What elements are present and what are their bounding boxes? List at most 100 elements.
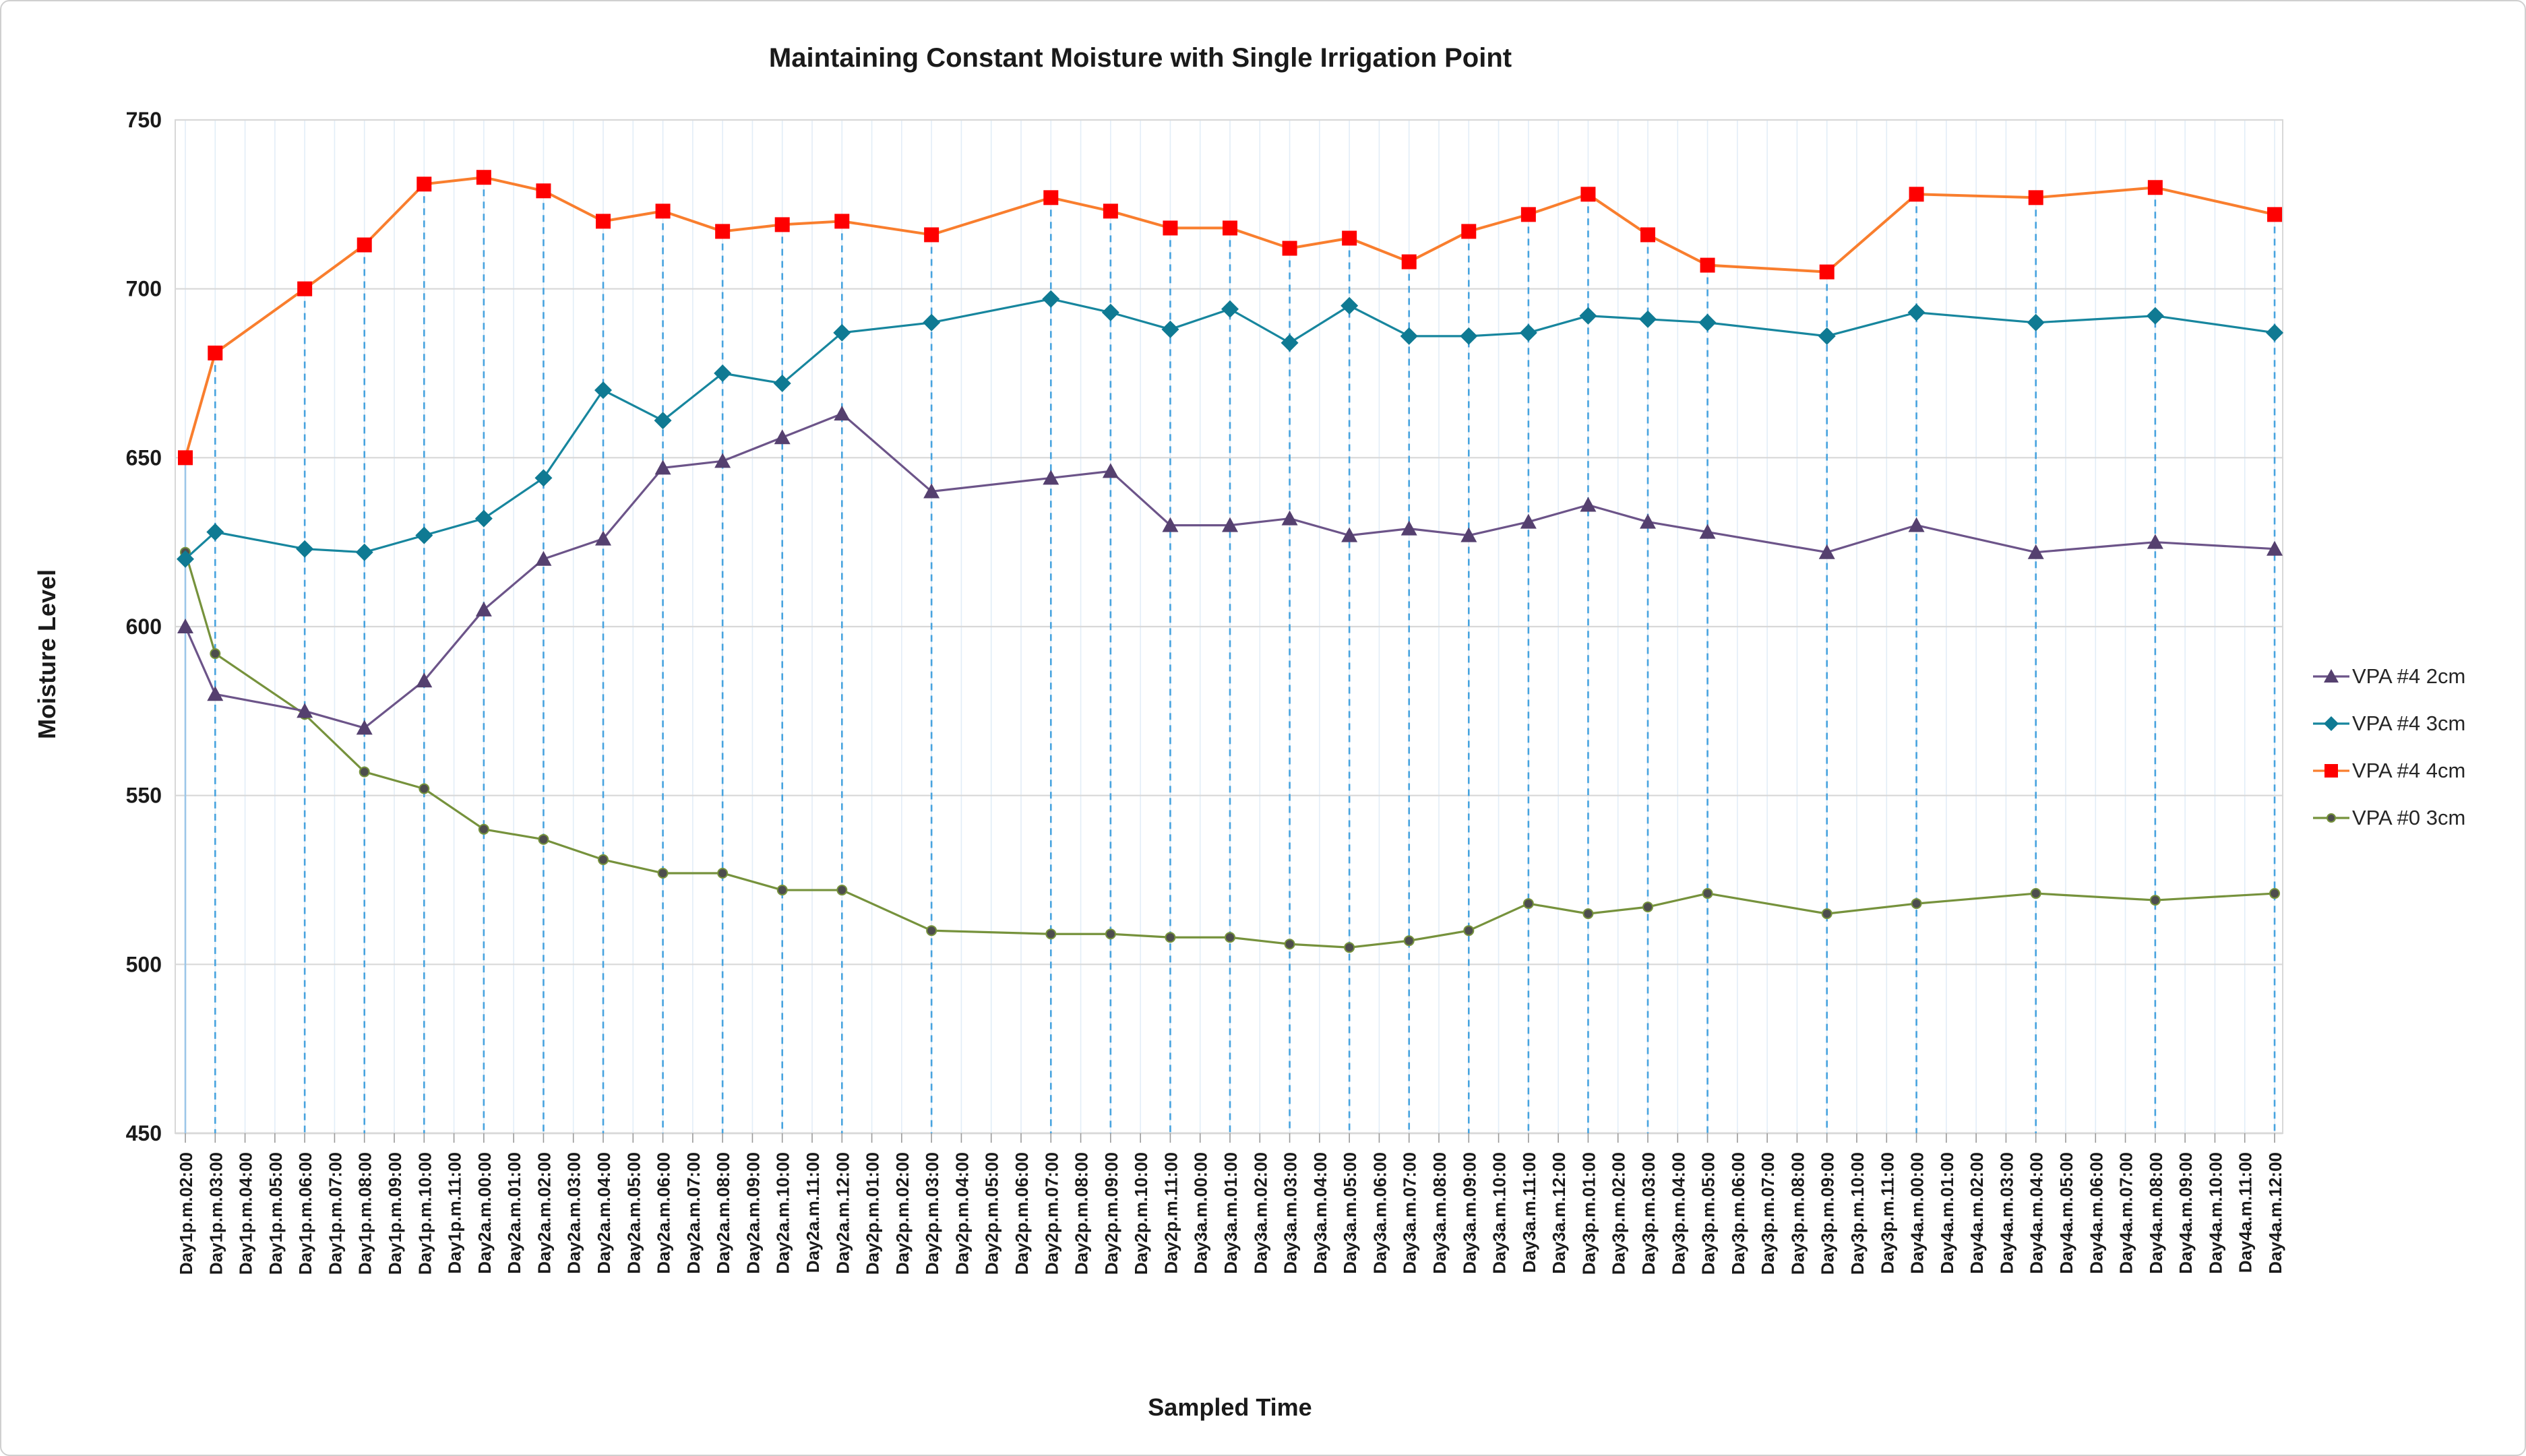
- svg-text:Day3a.m.04:00: Day3a.m.04:00: [1310, 1152, 1330, 1274]
- svg-text:Day3a.m.07:00: Day3a.m.07:00: [1400, 1152, 1420, 1274]
- svg-text:Day4a.m.01:00: Day4a.m.01:00: [1937, 1152, 1957, 1274]
- svg-text:Day3a.m.00:00: Day3a.m.00:00: [1191, 1152, 1211, 1274]
- svg-text:Day3a.m.08:00: Day3a.m.08:00: [1429, 1152, 1450, 1274]
- svg-text:650: 650: [126, 445, 162, 470]
- svg-text:Day2a.m.11:00: Day2a.m.11:00: [803, 1152, 823, 1273]
- svg-text:Day2a.m.10:00: Day2a.m.10:00: [773, 1152, 793, 1274]
- svg-text:Day4a.m.02:00: Day4a.m.02:00: [1967, 1152, 1987, 1274]
- x-axis-tick-labels: Day1p.m.02:00 Day1p.m.03:00 Day1p.m.04:00 D…: [176, 1152, 2285, 1275]
- svg-text:450: 450: [126, 1121, 162, 1145]
- svg-text:Day2p.m.10:00: Day2p.m.10:00: [1131, 1152, 1151, 1275]
- svg-text:Day2p.m.09:00: Day2p.m.09:00: [1101, 1152, 1121, 1275]
- svg-text:Day2p.m.06:00: Day2p.m.06:00: [1012, 1152, 1032, 1275]
- svg-text:Day2a.m.02:00: Day2a.m.02:00: [534, 1152, 554, 1274]
- svg-text:Day3a.m.06:00: Day3a.m.06:00: [1369, 1152, 1390, 1274]
- svg-text:Day3a.m.12:00: Day3a.m.12:00: [1549, 1152, 1569, 1274]
- x-axis-title: Sampled Time: [1148, 1393, 1312, 1421]
- legend-label: VPA #0 3cm: [2352, 806, 2466, 829]
- legend-label: VPA #4 4cm: [2352, 759, 2466, 782]
- svg-text:Day2p.m.02:00: Day2p.m.02:00: [892, 1152, 913, 1275]
- svg-text:750: 750: [126, 108, 162, 132]
- legend-label: VPA #4 3cm: [2352, 711, 2466, 735]
- svg-text:500: 500: [126, 952, 162, 976]
- svg-text:Day3p.m.11:00: Day3p.m.11:00: [1877, 1152, 1897, 1274]
- svg-text:Day4a.m.03:00: Day4a.m.03:00: [1996, 1152, 2016, 1274]
- svg-text:Day3a.m.03:00: Day3a.m.03:00: [1281, 1152, 1301, 1274]
- legend-item-vpa0-3cm: VPA #0 3cm: [2312, 806, 2465, 830]
- svg-text:Day2a.m.12:00: Day2a.m.12:00: [832, 1152, 853, 1274]
- svg-text:Day2p.m.07:00: Day2p.m.07:00: [1041, 1152, 1061, 1275]
- svg-text:Day3a.m.01:00: Day3a.m.01:00: [1221, 1152, 1241, 1274]
- legend-item-vpa4-3cm: VPA #4 3cm: [2312, 711, 2465, 736]
- svg-text:600: 600: [126, 614, 162, 639]
- svg-text:Day3a.m.05:00: Day3a.m.05:00: [1340, 1152, 1360, 1274]
- circle-marker-icon: [2312, 806, 2351, 829]
- chart-title: Maintaining Constant Moisture with Singl…: [768, 43, 1512, 73]
- svg-text:Day3p.m.06:00: Day3p.m.06:00: [1728, 1152, 1748, 1275]
- legend-item-vpa4-2cm: VPA #4 2cm: [2312, 664, 2465, 689]
- svg-text:Day1p.m.02:00: Day1p.m.02:00: [176, 1152, 196, 1275]
- series-vpa-4-2cm: [177, 406, 2283, 735]
- svg-text:Day2p.m.04:00: Day2p.m.04:00: [952, 1152, 972, 1275]
- svg-text:Day4a.m.06:00: Day4a.m.06:00: [2086, 1152, 2106, 1274]
- svg-text:Day2a.m.08:00: Day2a.m.08:00: [713, 1152, 733, 1274]
- svg-text:Day2p.m.01:00: Day2p.m.01:00: [863, 1152, 883, 1275]
- svg-text:Day4a.m.07:00: Day4a.m.07:00: [2116, 1152, 2136, 1274]
- svg-text:Day4a.m.08:00: Day4a.m.08:00: [2146, 1152, 2166, 1274]
- svg-text:Day2p.m.05:00: Day2p.m.05:00: [982, 1152, 1002, 1275]
- svg-text:Day3p.m.02:00: Day3p.m.02:00: [1609, 1152, 1629, 1275]
- svg-text:700: 700: [126, 277, 162, 301]
- legend-label: VPA #4 2cm: [2352, 664, 2466, 688]
- svg-text:Day1p.m.05:00: Day1p.m.05:00: [266, 1152, 286, 1275]
- svg-text:Day3a.m.02:00: Day3a.m.02:00: [1250, 1152, 1270, 1274]
- svg-text:Day1p.m.07:00: Day1p.m.07:00: [325, 1152, 345, 1275]
- svg-text:Day3a.m.10:00: Day3a.m.10:00: [1489, 1152, 1510, 1274]
- svg-text:Day3p.m.04:00: Day3p.m.04:00: [1668, 1152, 1688, 1275]
- svg-text:Day3a.m.09:00: Day3a.m.09:00: [1459, 1152, 1479, 1274]
- svg-text:Day3p.m.03:00: Day3p.m.03:00: [1638, 1152, 1659, 1275]
- series-vpa-4-4cm: [178, 170, 2282, 466]
- svg-text:Day2a.m.03:00: Day2a.m.03:00: [564, 1152, 584, 1274]
- svg-text:Day2a.m.07:00: Day2a.m.07:00: [683, 1152, 704, 1274]
- svg-text:Day1p.m.09:00: Day1p.m.09:00: [385, 1152, 405, 1275]
- svg-text:Day1p.m.04:00: Day1p.m.04:00: [236, 1152, 256, 1275]
- x-axis-tick-marks: [185, 1133, 2275, 1143]
- svg-text:Day1p.m.06:00: Day1p.m.06:00: [295, 1152, 315, 1275]
- svg-text:Day2a.m.04:00: Day2a.m.04:00: [594, 1152, 614, 1274]
- triangle-marker-icon: [2312, 665, 2351, 688]
- svg-text:Day2a.m.09:00: Day2a.m.09:00: [743, 1152, 763, 1274]
- svg-text:Day4a.m.00:00: Day4a.m.00:00: [1907, 1152, 1928, 1274]
- svg-text:Day3p.m.01:00: Day3p.m.01:00: [1578, 1152, 1599, 1275]
- series-vpa-4-3cm: [177, 290, 2283, 568]
- svg-text:Day4a.m.09:00: Day4a.m.09:00: [2176, 1152, 2196, 1274]
- svg-text:550: 550: [126, 784, 162, 808]
- svg-text:Day3p.m.05:00: Day3p.m.05:00: [1698, 1152, 1719, 1275]
- svg-text:Day2p.m.03:00: Day2p.m.03:00: [922, 1152, 942, 1275]
- svg-text:Day3p.m.07:00: Day3p.m.07:00: [1758, 1152, 1778, 1275]
- legend-item-vpa4-4cm: VPA #4 4cm: [2312, 759, 2465, 783]
- svg-text:Day2p.m.11:00: Day2p.m.11:00: [1161, 1152, 1181, 1274]
- diamond-marker-icon: [2312, 712, 2351, 735]
- svg-text:Day4a.m.04:00: Day4a.m.04:00: [2027, 1152, 2047, 1274]
- svg-text:Day2a.m.01:00: Day2a.m.01:00: [504, 1152, 524, 1274]
- svg-text:Day3p.m.08:00: Day3p.m.08:00: [1787, 1152, 1808, 1275]
- svg-text:Day2p.m.08:00: Day2p.m.08:00: [1072, 1152, 1092, 1275]
- svg-text:Day2a.m.00:00: Day2a.m.00:00: [474, 1152, 495, 1274]
- svg-text:Day3p.m.09:00: Day3p.m.09:00: [1818, 1152, 1838, 1275]
- horizontal-gridlines: [175, 119, 2283, 1135]
- chart-legend: VPA #4 2cm VPA #4 3cm VPA #4 4cm VPA #0 …: [2312, 664, 2465, 830]
- svg-text:Day4a.m.05:00: Day4a.m.05:00: [2056, 1152, 2076, 1274]
- svg-text:Day4a.m.12:00: Day4a.m.12:00: [2265, 1152, 2285, 1274]
- svg-text:Day2a.m.05:00: Day2a.m.05:00: [623, 1152, 644, 1274]
- svg-text:Day1p.m.03:00: Day1p.m.03:00: [206, 1152, 226, 1275]
- svg-text:Day1p.m.11:00: Day1p.m.11:00: [445, 1152, 465, 1274]
- svg-text:Day2a.m.06:00: Day2a.m.06:00: [654, 1152, 674, 1274]
- svg-text:Day4a.m.10:00: Day4a.m.10:00: [2205, 1152, 2225, 1274]
- square-marker-icon: [2312, 759, 2351, 782]
- svg-text:Day4a.m.11:00: Day4a.m.11:00: [2236, 1152, 2256, 1273]
- svg-text:Day3p.m.10:00: Day3p.m.10:00: [1847, 1152, 1868, 1275]
- svg-text:Day3a.m.11:00: Day3a.m.11:00: [1519, 1152, 1539, 1273]
- svg-text:Day1p.m.10:00: Day1p.m.10:00: [414, 1152, 435, 1275]
